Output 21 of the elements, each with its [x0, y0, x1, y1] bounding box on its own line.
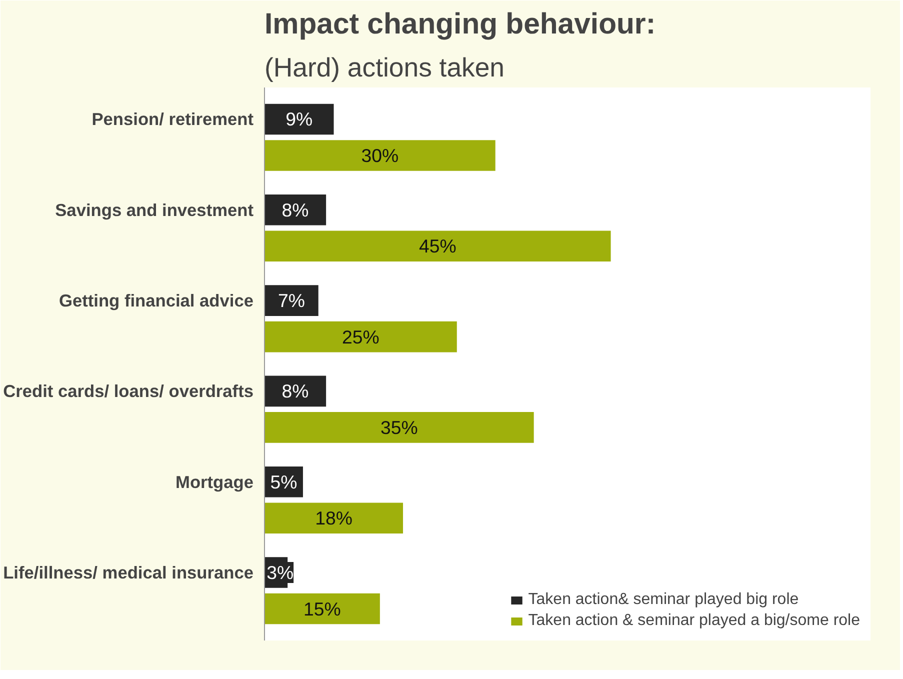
data-label: 30%: [361, 144, 399, 166]
chart-title: Impact changing behaviour:: [264, 8, 656, 40]
data-label: 15%: [304, 598, 341, 620]
y-tick-label: Pension/ retirement: [92, 109, 254, 130]
y-tick-label: Getting financial advice: [58, 290, 254, 311]
data-label: 25%: [342, 326, 380, 348]
y-tick-label: Credit cards/ loans/ overdrafts: [3, 381, 254, 402]
data-label: 7%: [278, 290, 305, 312]
data-label: 5%: [270, 471, 298, 492]
data-label: 8%: [282, 380, 309, 402]
data-label: 45%: [418, 236, 456, 257]
chart-subtitle: (Hard) actions taken: [264, 52, 505, 82]
data-label: 8%: [282, 199, 309, 220]
y-tick-label: Life/illness/ medical insurance: [3, 562, 254, 583]
data-label: 9%: [286, 108, 313, 130]
data-label: 18%: [315, 508, 352, 529]
data-label: 35%: [380, 416, 418, 438]
y-tick-label: Mortgage: [176, 472, 254, 492]
legend-label: Taken action & seminar played a big/some role: [528, 612, 860, 630]
y-tick-label: Savings and investment: [55, 200, 254, 220]
legend-label: Taken action& seminar played big role: [528, 591, 799, 609]
